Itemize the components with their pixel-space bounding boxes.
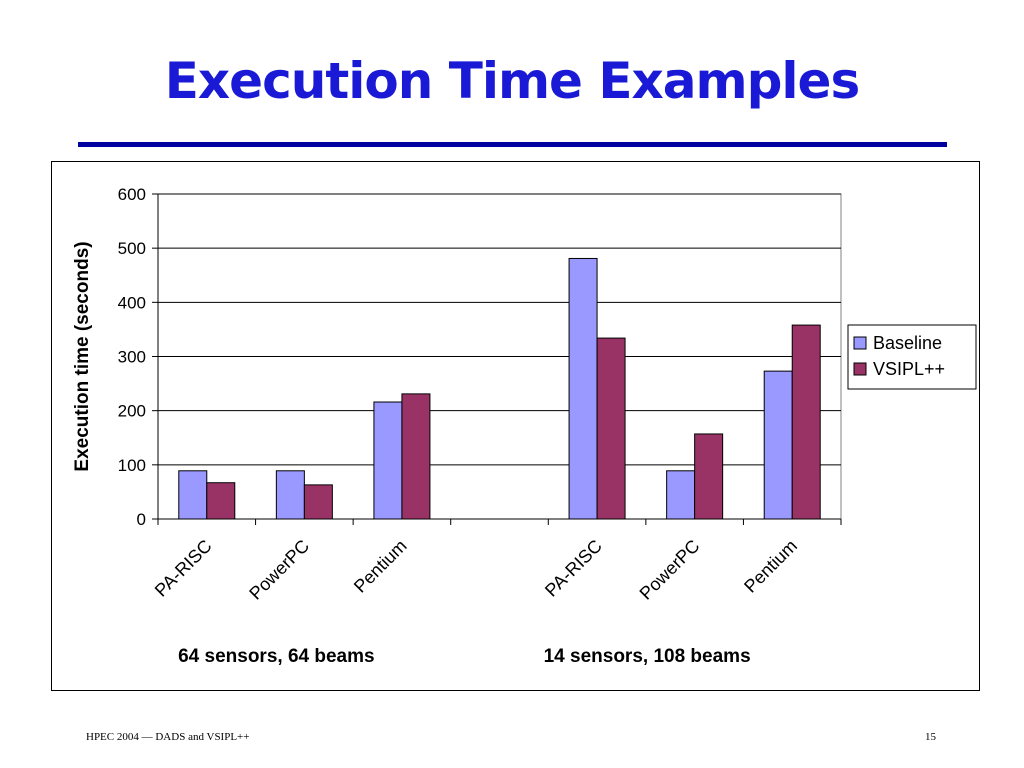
- x-tick-label: PA-RISC: [541, 536, 606, 601]
- x-tick-label: PowerPC: [245, 536, 313, 604]
- slide-title: Execution Time Examples: [164, 52, 860, 110]
- footer-text: HPEC 2004 — DADS and VSIPL++: [86, 731, 250, 743]
- bar-vsipl-: [303, 484, 333, 520]
- page-number: 15: [925, 731, 936, 743]
- x-tick-label: Pentium: [350, 536, 411, 597]
- bar-baseline: [373, 401, 403, 520]
- legend-label: Baseline: [873, 333, 942, 353]
- x-tick-label: PowerPC: [636, 536, 704, 604]
- bar-baseline: [178, 470, 208, 520]
- x-tick-label: Pentium: [740, 536, 801, 597]
- legend-swatch: [853, 336, 867, 350]
- y-tick-label: 0: [137, 510, 146, 529]
- y-tick-label: 200: [118, 402, 146, 421]
- group-label: 64 sensors, 64 beams: [178, 646, 374, 667]
- legend-label: VSIPL++: [873, 359, 945, 379]
- y-tick-label: 300: [118, 348, 146, 367]
- bar-baseline: [568, 257, 598, 520]
- bar-vsipl-: [206, 482, 236, 520]
- y-tick-label: 400: [118, 293, 146, 312]
- bar-baseline: [763, 370, 793, 520]
- legend-swatch: [853, 362, 867, 376]
- bar-vsipl-: [596, 337, 626, 520]
- bar-chart: 0 100 200 300 400 500 600 PA-RISC PowerPC Pentium…: [72, 185, 977, 667]
- title-underline: [78, 142, 947, 147]
- bar-vsipl-: [401, 393, 431, 520]
- group-label: 14 sensors, 108 beams: [544, 646, 751, 667]
- y-axis-label: Execution time (seconds): [72, 241, 93, 471]
- y-tick-label: 500: [118, 239, 146, 258]
- legend: [847, 324, 977, 390]
- x-tick-label: PA-RISC: [151, 536, 216, 601]
- bar-baseline: [666, 470, 696, 520]
- bar-baseline: [275, 470, 305, 520]
- bar-vsipl-: [791, 324, 821, 520]
- bar-vsipl-: [694, 433, 724, 520]
- y-tick-label: 100: [118, 456, 146, 475]
- chart-frame: 0 100 200 300 400 500 600 PA-RISC PowerPC Pentium…: [51, 161, 980, 691]
- y-tick-label: 600: [118, 185, 146, 204]
